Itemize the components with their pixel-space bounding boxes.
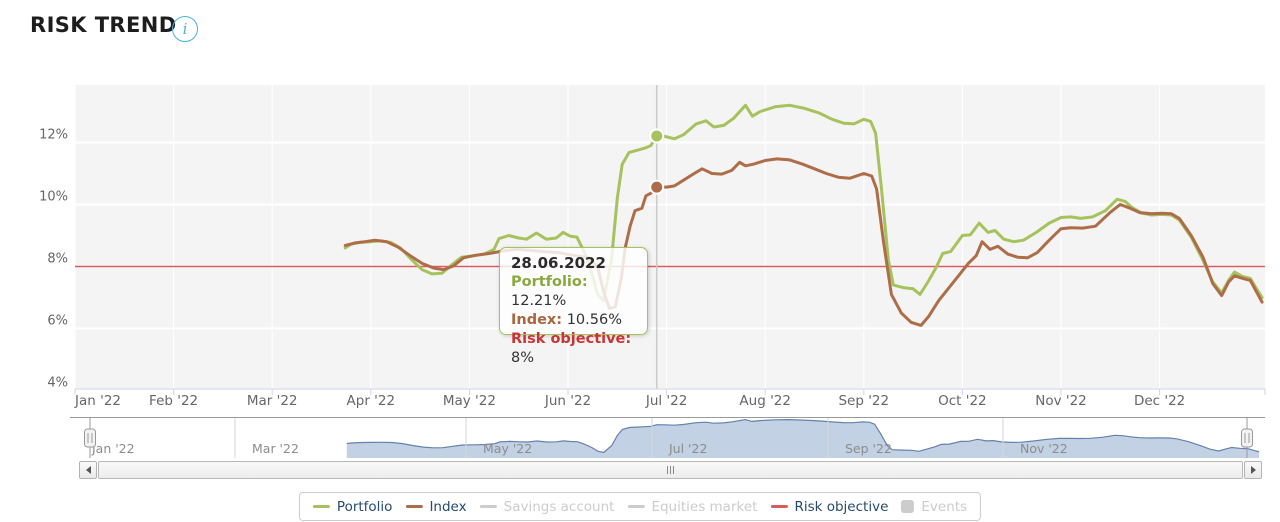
tooltip-row-risk-objective: Risk objective: 8%	[511, 331, 632, 366]
navigator-axis-label: Nov '22	[1020, 441, 1068, 456]
navigator-axis-label: May '22	[483, 441, 532, 456]
navigator-area-line	[346, 418, 1260, 453]
legend-item-label: Events	[921, 498, 968, 515]
navigator-handle-left[interactable]	[84, 428, 96, 448]
legend-line-marker-icon	[770, 505, 788, 508]
legend-item-risk-objective[interactable]: Risk objective	[770, 499, 888, 515]
legend-item-portfolio[interactable]: Portfolio	[312, 498, 393, 515]
scrollbar-thumb[interactable]	[98, 461, 1243, 479]
navigator-axis-label: Jul '22	[668, 441, 707, 456]
legend-item-label: Portfolio	[336, 498, 393, 515]
risk-trend-chart[interactable]: Jan '22 Feb '22 Mar '22 Apr '22 May '22 Jun '…	[0, 0, 1280, 490]
legend-line-marker-icon	[312, 505, 330, 508]
portfolio-marker	[649, 128, 665, 144]
info-icon[interactable]: i	[172, 16, 198, 42]
page-title: RISK TREND	[30, 13, 177, 37]
navigator-axis-label: Jan '22	[91, 441, 135, 456]
x-axis-label: Apr '22	[347, 393, 396, 409]
legend-line-marker-icon	[405, 505, 423, 508]
legend-item-label: Index	[429, 498, 467, 515]
legend-item-label: Savings account	[503, 498, 615, 515]
y-axis-label: 10%	[39, 190, 68, 205]
scrollbar-left-button[interactable]	[79, 461, 97, 479]
x-axis-label: Jan '22	[74, 393, 121, 409]
y-axis-label: 4%	[47, 376, 68, 391]
y-axis-label: 12%	[39, 128, 68, 143]
legend-item-savings-account[interactable]: Savings account	[479, 498, 615, 515]
y-axis-label: 6%	[47, 314, 68, 329]
x-axis-label: Nov '22	[1035, 393, 1087, 409]
scrollbar-left-arrow-icon	[85, 466, 91, 474]
x-axis-label: May '22	[443, 393, 496, 409]
chart-tooltip: 28.06.2022 Portfolio: 12.21% Index: 10.5…	[499, 247, 648, 366]
legend-item-label: Equities market	[651, 498, 758, 515]
legend-item-equities-market[interactable]: Equities market	[627, 499, 757, 515]
navigator-scrollbar[interactable]	[79, 461, 1262, 479]
navigator-handle-right[interactable]	[1241, 428, 1253, 448]
legend-line-marker-icon	[479, 505, 497, 508]
legend-line-marker-icon	[627, 505, 645, 508]
scrollbar-right-button[interactable]	[1244, 461, 1262, 479]
x-axis-label: Sep '22	[838, 393, 889, 409]
index-marker	[649, 179, 665, 195]
legend-item-label: Risk objective	[794, 498, 889, 515]
chart-legend: Portfolio Index Savings account Equities ma…	[298, 492, 982, 521]
portfolio-line	[343, 103, 1264, 303]
scrollbar-grip-icon	[667, 466, 674, 474]
navigator-axis-label: Sep '22	[845, 441, 892, 456]
plot-area[interactable]	[75, 85, 1265, 389]
tooltip-row-index: Index: 10.56%	[511, 312, 622, 328]
x-axis-label: Mar '22	[247, 393, 298, 409]
scrollbar-right-arrow-icon	[1250, 466, 1256, 474]
navigator-axis-label: Mar '22	[252, 441, 299, 456]
x-axis-label: Feb '22	[149, 393, 198, 409]
legend-item-index[interactable]: Index	[405, 498, 467, 515]
y-axis-label: 8%	[47, 252, 68, 267]
x-axis-label: Oct '22	[938, 393, 987, 409]
navigator-area[interactable]	[346, 419, 1260, 458]
x-axis-label: Jun '22	[544, 393, 591, 409]
legend-square-marker-icon	[901, 500, 915, 513]
info-icon-glyph: i	[182, 20, 188, 38]
legend-item-events[interactable]: Events	[901, 499, 967, 515]
tooltip-date: 28.06.2022	[511, 254, 606, 272]
x-axis-label: Aug '22	[739, 393, 791, 409]
x-axis-label: Dec '22	[1134, 393, 1185, 409]
x-axis-label: Jul '22	[645, 393, 687, 409]
tooltip-row-portfolio: Portfolio: 12.21%	[511, 274, 588, 309]
